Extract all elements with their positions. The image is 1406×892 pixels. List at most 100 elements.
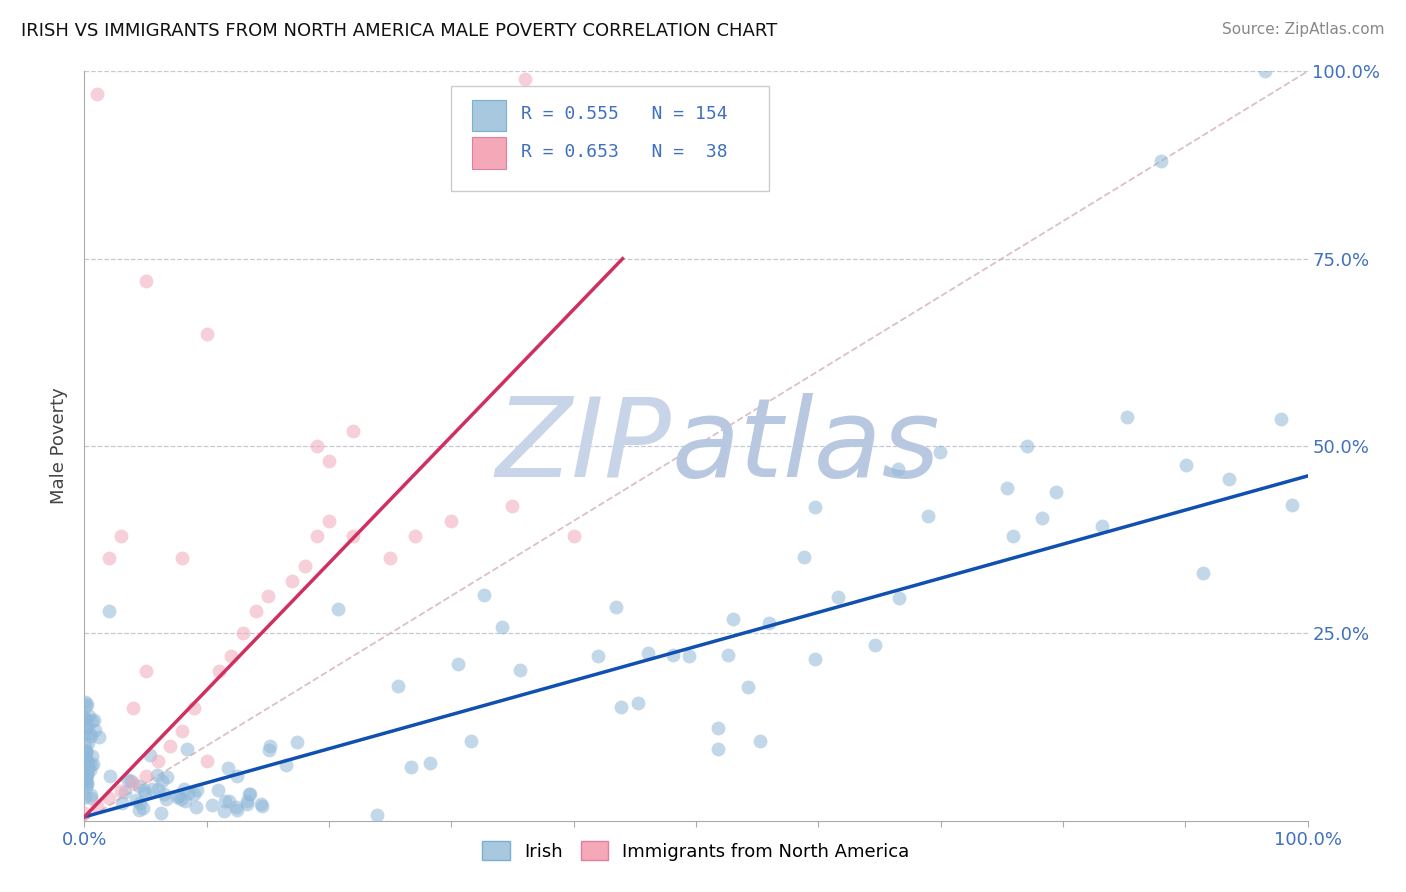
Point <box>75 751 97 765</box>
Point <box>73 756 96 771</box>
Point <box>73 790 96 805</box>
Text: ZIP: ZIP <box>496 392 672 500</box>
Point <box>134 786 156 800</box>
Point <box>259 739 281 754</box>
Point <box>97 791 120 805</box>
Point <box>166 790 188 805</box>
Point <box>76 777 98 791</box>
Point <box>75 771 97 785</box>
Point <box>97 604 120 618</box>
Text: R = 0.555   N = 154: R = 0.555 N = 154 <box>522 105 728 123</box>
Point <box>80 789 103 803</box>
Point <box>380 551 402 566</box>
Point <box>135 274 157 288</box>
Point <box>132 783 155 797</box>
Text: IRISH VS IMMIGRANTS FROM NORTH AMERICA MALE POVERTY CORRELATION CHART: IRISH VS IMMIGRANTS FROM NORTH AMERICA M… <box>21 22 778 40</box>
Point <box>305 439 328 453</box>
Point <box>73 767 96 781</box>
Point <box>86 87 108 101</box>
Point <box>440 514 463 528</box>
Point <box>150 773 173 788</box>
FancyBboxPatch shape <box>451 87 769 191</box>
Point <box>125 793 148 807</box>
Point <box>195 326 218 341</box>
Point <box>73 713 96 727</box>
Point <box>1191 566 1213 581</box>
Point <box>76 754 98 768</box>
Point <box>214 794 236 808</box>
Point <box>73 767 96 781</box>
Point <box>76 766 98 780</box>
Point <box>76 762 98 776</box>
Point <box>995 481 1018 495</box>
Point <box>117 772 139 787</box>
Point <box>239 787 262 801</box>
Point <box>77 761 100 775</box>
Point <box>135 769 157 783</box>
Point <box>226 769 249 783</box>
Point <box>75 746 97 760</box>
Point <box>114 785 136 799</box>
Point <box>73 752 96 766</box>
Point <box>219 648 242 663</box>
Point <box>707 721 730 735</box>
Point <box>285 735 308 749</box>
Point <box>73 744 96 758</box>
Point <box>73 761 96 775</box>
Point <box>73 761 96 775</box>
Text: Source: ZipAtlas.com: Source: ZipAtlas.com <box>1222 22 1385 37</box>
Point <box>605 600 627 615</box>
Point <box>318 454 340 468</box>
Point <box>1174 458 1197 472</box>
Point <box>76 736 98 750</box>
Point <box>172 723 194 738</box>
Point <box>281 574 304 588</box>
Point <box>207 782 229 797</box>
Point <box>76 697 98 711</box>
Point <box>132 801 155 815</box>
Point <box>917 509 939 524</box>
Point <box>146 754 169 768</box>
Point <box>73 806 96 821</box>
Point <box>678 648 700 663</box>
Point <box>491 620 513 634</box>
Point <box>75 780 97 794</box>
Point <box>169 791 191 805</box>
Point <box>737 681 759 695</box>
Point <box>84 723 107 738</box>
Point <box>562 529 585 543</box>
Point <box>79 709 101 723</box>
Point <box>236 794 259 808</box>
Point <box>217 761 239 775</box>
Point <box>1001 529 1024 543</box>
Point <box>75 712 97 726</box>
Point <box>73 755 96 769</box>
Point <box>83 714 105 728</box>
Point <box>1015 439 1038 453</box>
Point <box>245 604 267 618</box>
Point <box>177 786 200 800</box>
Point <box>146 781 169 796</box>
Point <box>128 779 150 793</box>
Point <box>73 751 96 765</box>
Point <box>748 734 770 748</box>
Point <box>419 756 441 770</box>
Point <box>1281 499 1303 513</box>
Point <box>135 664 157 678</box>
Legend: Irish, Immigrants from North America: Irish, Immigrants from North America <box>475 834 917 868</box>
Point <box>75 773 97 788</box>
Point <box>110 783 132 797</box>
Point <box>80 729 103 743</box>
Point <box>82 756 104 771</box>
Point <box>250 798 273 813</box>
Point <box>232 626 254 640</box>
Point <box>86 798 108 813</box>
Point <box>98 769 121 783</box>
Point <box>173 781 195 796</box>
Point <box>460 733 482 747</box>
Text: atlas: atlas <box>672 392 941 500</box>
Point <box>318 514 340 528</box>
Point <box>328 602 350 616</box>
Point <box>73 725 96 739</box>
Point <box>447 657 470 671</box>
